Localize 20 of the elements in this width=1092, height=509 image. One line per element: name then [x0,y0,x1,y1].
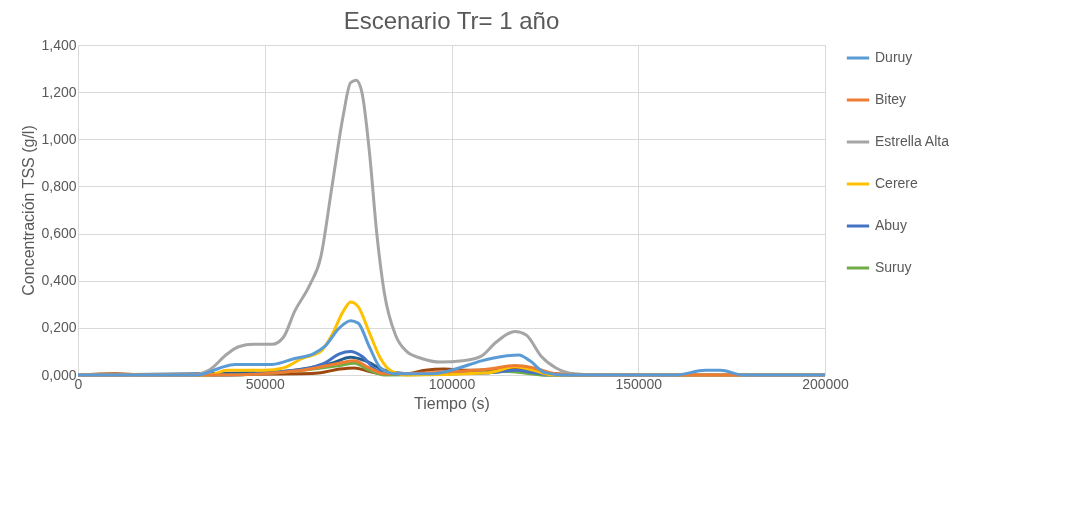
legend-label: Abuy [875,217,907,233]
y-axis-title: Concentración TSS (g/l) [20,125,38,296]
y-tick-label: 1,400 [41,36,77,53]
y-tick-label: 0,400 [41,272,77,289]
legend-label: Estrella Alta [875,133,950,149]
x-axis-title: Tiempo (s) [414,394,490,412]
y-tick-label: 0,600 [41,225,77,242]
y-tick-label: 1,200 [41,83,77,100]
legend-label: Duruy [875,49,913,65]
x-tick-label: 50000 [245,375,285,392]
y-tick-label: 0,200 [41,319,77,336]
x-tick-label: 150000 [615,375,663,392]
x-tick-label: 100000 [428,375,476,392]
legend-label: Cerere [875,175,919,191]
legend-label: Bitey [875,91,907,107]
y-tick-label: 0,800 [41,177,77,194]
chart-title: Escenario Tr= 1 año [343,7,560,34]
legend-label: Suruy [875,259,912,275]
y-tick-label: 1,000 [41,130,77,147]
x-tick-label: 200000 [802,375,850,392]
